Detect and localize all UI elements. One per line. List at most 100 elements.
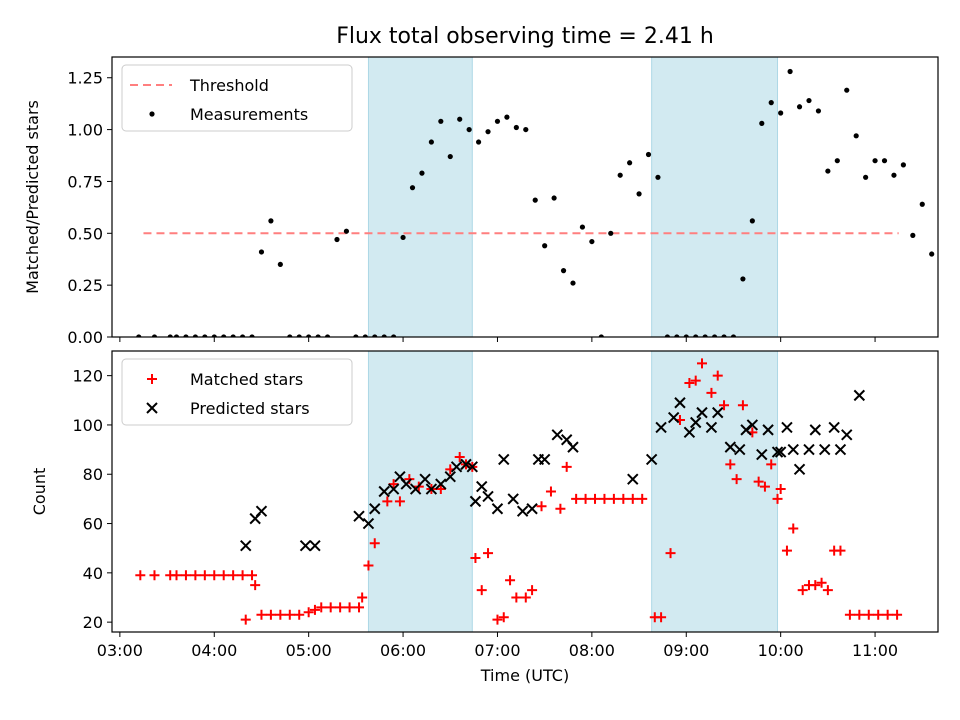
predicted-point: [667, 411, 680, 424]
measurement-point: [778, 110, 784, 116]
measurement-point: [664, 334, 670, 337]
legend-swatch: [147, 374, 157, 384]
x-tick-label: 07:00: [474, 641, 520, 660]
predicted-point: [538, 453, 551, 466]
predicted-point: [655, 421, 667, 434]
predicted-point: [762, 424, 774, 436]
matched-point: [863, 609, 874, 620]
measurement-point: [815, 108, 822, 114]
y-axis-label: Count: [30, 468, 49, 516]
matched-point: [835, 545, 846, 556]
predicted-point: [771, 446, 784, 458]
legend-swatch: [149, 111, 155, 117]
measurement-point: [825, 168, 831, 174]
y-tick-label: 40: [83, 564, 103, 583]
matched-point: [571, 493, 582, 504]
predicted-point: [378, 485, 390, 498]
legend-label: Measurements: [190, 105, 308, 124]
predicted-point: [444, 471, 456, 483]
matched-point: [527, 585, 538, 596]
matched-point: [781, 545, 792, 556]
measurement-point: [768, 100, 774, 106]
matched-point: [498, 612, 509, 623]
measurement-point: [221, 334, 227, 337]
matched-point: [545, 486, 556, 497]
y-tick-label: 1.00: [67, 121, 103, 140]
measurement-point: [948, 258, 953, 263]
measurement-point: [353, 334, 359, 337]
predicted-point: [774, 446, 787, 458]
matched-point: [476, 585, 487, 596]
measurement-point: [702, 334, 708, 337]
matched-point: [725, 459, 736, 470]
matched-point: [810, 580, 821, 591]
measurement-point: [249, 334, 255, 337]
matched-point: [404, 474, 415, 485]
plot-area: [135, 351, 903, 632]
x-axis-label: Time (UTC): [480, 666, 569, 685]
matched-point: [712, 370, 723, 381]
y-tick-label: 0.00: [67, 328, 103, 347]
measurement-point: [683, 334, 689, 337]
matched-point: [854, 609, 865, 620]
predicted-point: [674, 397, 686, 409]
matched-point: [265, 609, 276, 620]
count-panel: 20 40 60 80 100 120 03:00 04:00 05:00 06:00 07:00 0…: [30, 350, 939, 685]
matched-point: [171, 570, 182, 581]
matched-point: [256, 609, 267, 620]
legend-label: Predicted stars: [190, 399, 310, 418]
matched-point: [237, 570, 248, 581]
measurement-point: [466, 126, 472, 133]
predicted-point: [746, 419, 759, 431]
measurement-point: [617, 172, 623, 178]
measurement-point: [749, 218, 755, 224]
measurement-point: [258, 249, 265, 255]
matched-point: [388, 479, 399, 490]
y-tick-label: 120: [72, 367, 103, 386]
measurement-point: [627, 160, 633, 166]
measurement-point: [844, 87, 850, 93]
measurement-point: [608, 230, 614, 236]
matched-point: [822, 585, 833, 596]
y-tick-label: 0.50: [67, 224, 103, 243]
predicted-point: [409, 483, 422, 495]
chart-title: Flux total observing time = 2.41 h: [336, 24, 714, 49]
matched-point: [665, 548, 676, 559]
predicted-point: [819, 443, 831, 456]
matched-point: [561, 461, 572, 472]
measurement-point: [542, 243, 548, 249]
matched-point: [656, 612, 667, 623]
matched-point: [536, 501, 547, 512]
predicted-point: [683, 426, 696, 439]
shaded-span: [651, 351, 779, 632]
matched-point: [844, 609, 855, 620]
predicted-point: [787, 443, 799, 456]
matched-point: [250, 580, 261, 591]
measurement-point: [306, 334, 312, 337]
matched-point: [275, 609, 286, 620]
measurement-point: [721, 334, 727, 337]
matched-point: [228, 570, 239, 581]
measurement-point: [136, 334, 142, 337]
measurement-point: [381, 334, 387, 337]
matched-point: [454, 451, 465, 462]
measurement-point: [362, 334, 368, 337]
y-axis-label: Matched/Predicted stars: [23, 100, 42, 294]
predicted-point: [255, 505, 268, 517]
measurement-point: [494, 118, 501, 124]
measurement-point: [551, 195, 557, 201]
matched-point: [483, 548, 494, 559]
matched-point: [555, 503, 566, 514]
matched-point: [309, 604, 320, 615]
measurement-point: [485, 129, 491, 135]
predicted-point: [460, 458, 472, 471]
predicted-point: [828, 421, 840, 434]
measurement-point: [910, 232, 916, 238]
measurement-point: [730, 334, 737, 337]
predicted-point: [567, 441, 579, 453]
matched-point: [816, 577, 827, 588]
measurement-point: [475, 139, 482, 145]
predicted-point: [240, 540, 252, 552]
matched-point: [882, 609, 893, 620]
predicted-point: [435, 478, 447, 490]
